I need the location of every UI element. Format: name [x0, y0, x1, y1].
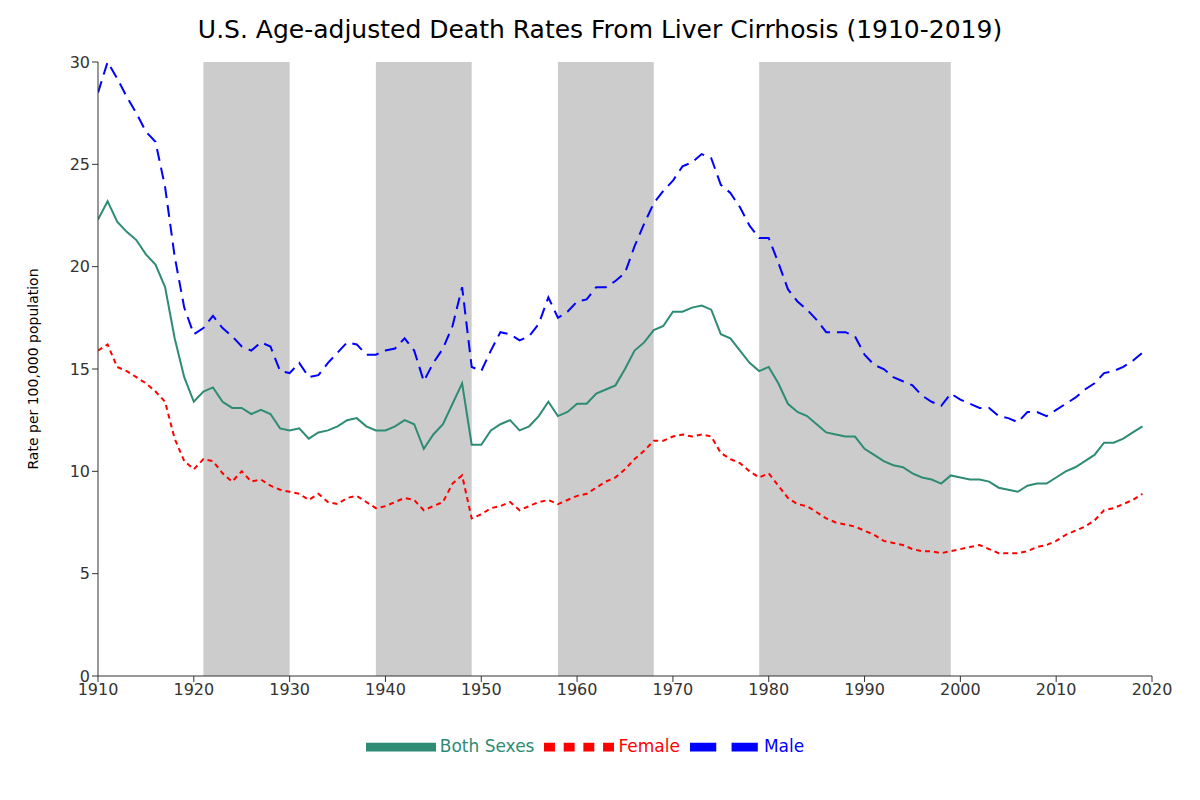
svg-text:2010: 2010	[1036, 680, 1077, 699]
html-text:Both Sexes: Both Sexes	[439, 736, 535, 756]
svg-text:20: 20	[70, 257, 90, 276]
svg-text:25: 25	[70, 155, 90, 174]
svg-text:0: 0	[80, 667, 90, 686]
svg-text:1960: 1960	[557, 680, 598, 699]
svg-text:15: 15	[70, 360, 90, 379]
svg-text:1930: 1930	[269, 680, 310, 699]
svg-text:10: 10	[70, 462, 90, 481]
svg-text:1910: 1910	[77, 680, 119, 700]
svg-text:1970: 1970	[653, 680, 694, 699]
svg-text:1920: 1920	[173, 680, 214, 699]
svg-text:1940: 1940	[365, 680, 406, 699]
svg-text:5: 5	[80, 564, 90, 583]
svg-text:1950: 1950	[461, 680, 502, 699]
svg-text:2020: 2020	[1132, 680, 1173, 699]
svg-text:1990: 1990	[844, 680, 885, 699]
svg-text:1980: 1980	[748, 680, 789, 699]
svg-text:30: 30	[70, 53, 90, 72]
svg-text:Rate per 100,000 population: Rate per 100,000 population	[25, 268, 41, 469]
html-text:Female: Female	[618, 736, 680, 756]
svg-text:2000: 2000	[940, 680, 981, 699]
html-text:U.S. Age-adjusted Death Rates: U.S. Age-adjusted Death Rates From Liver…	[197, 15, 1003, 44]
html-text:Male: Male	[764, 736, 805, 756]
